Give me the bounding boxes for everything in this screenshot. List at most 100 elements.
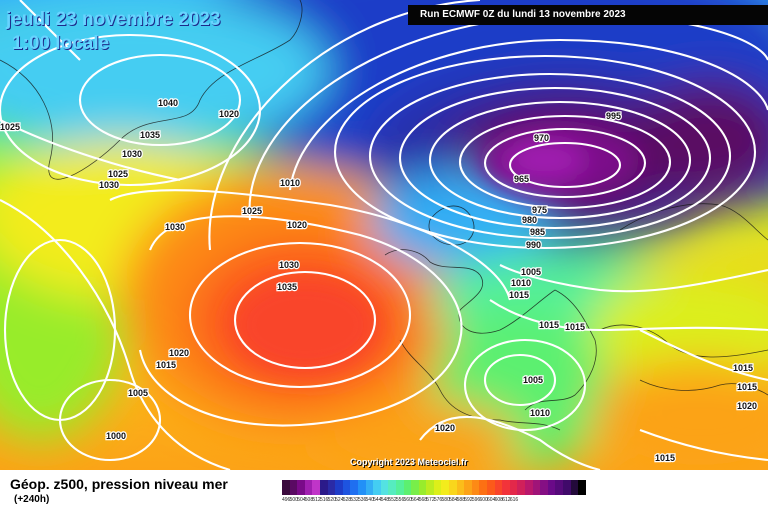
isobar-label: 965 bbox=[514, 174, 529, 184]
isobar-label: 1000 bbox=[106, 431, 126, 441]
isobar-label: 1015 bbox=[156, 360, 176, 370]
isobar-label: 1015 bbox=[733, 363, 753, 373]
color-swatch bbox=[411, 480, 419, 495]
color-scale-tick: 552 bbox=[388, 497, 397, 503]
color-swatch bbox=[449, 480, 457, 495]
isobar-label: 975 bbox=[532, 205, 547, 215]
color-scale-tick: 564 bbox=[411, 497, 420, 503]
isobar-label: 1030 bbox=[279, 260, 299, 270]
color-scale-tick: 584 bbox=[449, 497, 458, 503]
color-scale-tick: 520 bbox=[327, 497, 336, 503]
color-swatch bbox=[562, 480, 571, 495]
isobar-label: 1020 bbox=[287, 220, 307, 230]
color-swatch bbox=[494, 480, 503, 495]
color-swatch bbox=[335, 480, 343, 495]
color-scale-tick: 556 bbox=[395, 497, 405, 503]
isobar-label: 1030 bbox=[122, 149, 142, 159]
color-scale-tick: 568 bbox=[418, 497, 428, 503]
isobar-label: 1015 bbox=[509, 290, 529, 300]
color-swatch bbox=[297, 480, 305, 495]
isobar-label: 1025 bbox=[108, 169, 128, 179]
color-swatch bbox=[380, 480, 389, 495]
isobar-label: 1010 bbox=[511, 278, 531, 288]
isobar-label: 1035 bbox=[277, 282, 297, 292]
color-swatch bbox=[418, 480, 427, 495]
color-scale-tick: 544 bbox=[373, 497, 382, 503]
color-swatch bbox=[433, 480, 442, 495]
color-swatch bbox=[342, 480, 351, 495]
color-scale-tick: 596 bbox=[471, 497, 481, 503]
color-scale-tick: 512 bbox=[312, 497, 321, 503]
color-swatch bbox=[289, 480, 298, 495]
color-swatch bbox=[403, 480, 412, 495]
isobar-label: 1010 bbox=[280, 178, 300, 188]
color-swatch bbox=[555, 480, 563, 495]
color-swatch bbox=[464, 480, 472, 495]
weather-map: 1040 1020 1025 1035 1030 1025 1030 1010 … bbox=[0, 0, 768, 470]
isobar-label: 1025 bbox=[0, 122, 20, 132]
color-scale-tick: 612 bbox=[502, 497, 511, 503]
color-scale-tick: 560 bbox=[403, 497, 412, 503]
isobar-1035 bbox=[233, 270, 377, 370]
color-scale-tick: 600 bbox=[479, 497, 488, 503]
color-scale-tick: 608 bbox=[494, 497, 503, 503]
color-swatch bbox=[319, 480, 328, 495]
forecast-time: 1:00 locale bbox=[12, 33, 110, 54]
isobar-label: 1005 bbox=[128, 388, 148, 398]
color-scale-tick: 524 bbox=[335, 497, 344, 503]
color-scale-tick: 496 bbox=[282, 497, 291, 503]
color-swatch bbox=[578, 480, 586, 495]
color-swatch bbox=[282, 480, 290, 495]
color-scale-tick: 548 bbox=[380, 497, 390, 503]
isobar-label: 970 bbox=[534, 133, 549, 143]
color-scale-tick: 580 bbox=[441, 497, 450, 503]
color-swatch bbox=[312, 480, 320, 495]
color-scale-tick: 540 bbox=[365, 497, 374, 503]
isobar-label: 1005 bbox=[523, 375, 543, 385]
isobar-label: 1020 bbox=[219, 109, 239, 119]
forecast-range: (+240h) bbox=[14, 494, 50, 505]
run-banner: Run ECMWF 0Z du lundi 13 novembre 2023 bbox=[408, 5, 768, 25]
isobar-label: 1020 bbox=[169, 348, 189, 358]
isobar-label: 1030 bbox=[165, 222, 185, 232]
color-scale-tick: 532 bbox=[350, 497, 359, 503]
isobar-label: 1015 bbox=[539, 320, 559, 330]
color-swatch bbox=[441, 480, 450, 495]
color-swatch bbox=[426, 480, 434, 495]
isobar-label: 990 bbox=[526, 240, 541, 250]
isobar-965 bbox=[508, 141, 622, 189]
color-scale-tick: 516 bbox=[319, 497, 329, 503]
color-scale-tick: 504 bbox=[297, 497, 306, 503]
color-swatch bbox=[456, 480, 465, 495]
color-scale-ticks: 496 500 504 508 512 516 520 524 528 532 536 540 544 5… bbox=[282, 497, 519, 507]
isobar-label: 1020 bbox=[435, 423, 455, 433]
color-swatch bbox=[327, 480, 336, 495]
color-swatch bbox=[395, 480, 404, 495]
legend-title: Géop. z500, pression niveau mer bbox=[10, 476, 228, 492]
color-scale-tick: 508 bbox=[304, 497, 314, 503]
isobars bbox=[0, 0, 768, 470]
isobar-label: 1005 bbox=[521, 267, 541, 277]
color-swatch bbox=[357, 480, 366, 495]
isobar-label: 980 bbox=[522, 215, 537, 225]
isobar-label: 1010 bbox=[530, 408, 550, 418]
color-swatch bbox=[570, 480, 579, 495]
color-swatch bbox=[365, 480, 374, 495]
color-scale-tick: 616 bbox=[509, 497, 519, 503]
isobar-labels: 1040 1020 1025 1035 1030 1025 1030 1010 … bbox=[0, 97, 758, 464]
isobar-label: 1040 bbox=[158, 98, 178, 108]
isobar-label: 1015 bbox=[655, 453, 675, 463]
color-swatch bbox=[517, 480, 525, 495]
isobar-label: 1035 bbox=[140, 130, 160, 140]
color-scale-tick: 536 bbox=[357, 497, 367, 503]
color-swatch bbox=[532, 480, 541, 495]
isobar-label: 1025 bbox=[242, 206, 262, 216]
copyright-notice: Copyright 2023 Meteociel.fr bbox=[350, 457, 468, 467]
color-swatch bbox=[540, 480, 548, 495]
color-swatch bbox=[388, 480, 396, 495]
color-swatch bbox=[373, 480, 381, 495]
color-scale-tick: 604 bbox=[487, 497, 496, 503]
isobar-label: 1015 bbox=[565, 322, 585, 332]
color-scale bbox=[282, 480, 586, 495]
color-scale-tick: 592 bbox=[464, 497, 473, 503]
